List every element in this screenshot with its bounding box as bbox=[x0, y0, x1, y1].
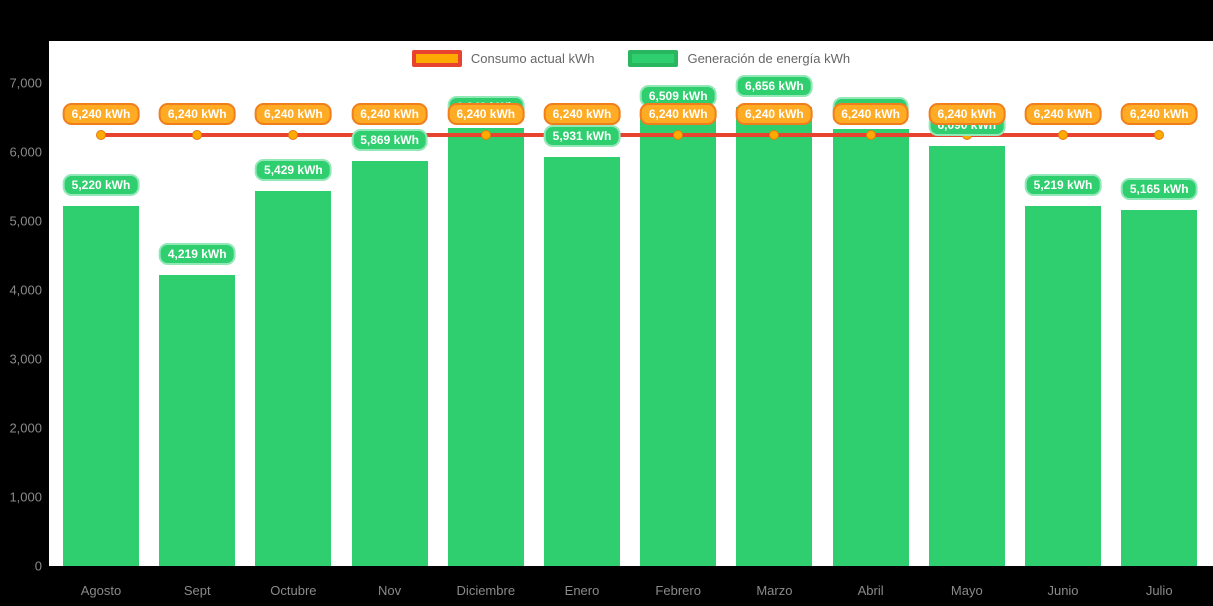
generation-value-label: 5,429 kWh bbox=[255, 159, 332, 182]
generation-value-label: 5,219 kWh bbox=[1024, 173, 1102, 196]
generation-value-label: 5,220 kWh bbox=[62, 173, 140, 196]
x-axis-label: Nov bbox=[378, 583, 402, 598]
generation-value-label: 5,931 kWh bbox=[543, 124, 621, 147]
consumption-value-label: 6,240 kWh bbox=[928, 103, 1006, 126]
x-axis-label: Sept bbox=[183, 583, 211, 598]
consumption-value-label: 6,240 kWh bbox=[158, 103, 236, 126]
consumption-marker bbox=[1154, 130, 1165, 141]
x-axis-label: Octubre bbox=[270, 583, 317, 598]
consumption-marker bbox=[1058, 130, 1068, 141]
generation-value-label: 6,509 kWh bbox=[639, 84, 717, 107]
consumption-value-label: 6,240 kWh bbox=[832, 103, 909, 126]
generation-bar[interactable] bbox=[1025, 205, 1101, 566]
consumption-value-label: 6,240 kWh bbox=[543, 103, 621, 126]
generation-bar[interactable] bbox=[544, 156, 620, 566]
consumption-marker bbox=[96, 130, 106, 141]
legend-item-consumption[interactable]: Consumo actual kWh bbox=[411, 50, 595, 67]
consumption-value-label: 6,240 kWh bbox=[351, 103, 428, 126]
x-axis-label: Agosto bbox=[80, 583, 122, 598]
generation-value-label: 6,656 kWh bbox=[736, 74, 813, 97]
generation-bar[interactable] bbox=[928, 145, 1005, 566]
consumption-value-label: 6,240 kWh bbox=[447, 103, 525, 126]
x-axis-label: Junio bbox=[1047, 583, 1079, 598]
y-axis-label: 1,000 bbox=[9, 489, 42, 505]
y-axis-label: 3,000 bbox=[9, 351, 42, 367]
x-axis-label: Diciembre bbox=[456, 583, 516, 598]
x-axis-label: Julio bbox=[1145, 583, 1173, 598]
consumption-marker bbox=[288, 130, 299, 141]
generation-value-label: 5,165 kWh bbox=[1120, 177, 1198, 200]
generation-bar[interactable] bbox=[447, 127, 524, 566]
y-axis-label: 6,000 bbox=[9, 144, 42, 160]
generation-bar[interactable] bbox=[255, 191, 332, 566]
x-axis-label: Marzo bbox=[756, 583, 793, 598]
generation-bar[interactable] bbox=[736, 106, 813, 566]
consumption-value-label: 6,240 kWh bbox=[1024, 103, 1102, 126]
consumption-marker bbox=[769, 130, 780, 141]
legend-label-generation: Generación de energía kWh bbox=[687, 51, 851, 66]
y-axis-label: 5,000 bbox=[9, 213, 42, 229]
legend-swatch-generation bbox=[628, 50, 679, 67]
consumption-value-label: 6,240 kWh bbox=[1120, 103, 1198, 126]
y-axis-label: 0 bbox=[34, 558, 42, 574]
legend: Consumo actual kWh Generación de energía… bbox=[49, 50, 1213, 67]
consumption-value-label: 6,240 kWh bbox=[736, 103, 813, 126]
y-axis-label: 4,000 bbox=[9, 282, 42, 298]
consumption-marker bbox=[480, 130, 491, 141]
consumption-marker bbox=[865, 130, 876, 141]
consumption-value-label: 6,240 kWh bbox=[639, 103, 717, 126]
consumption-value-label: 6,240 kWh bbox=[62, 103, 140, 126]
generation-bar[interactable] bbox=[1121, 209, 1198, 566]
generation-value-label: 5,869 kWh bbox=[351, 129, 428, 152]
generation-bar[interactable] bbox=[640, 116, 717, 566]
consumption-marker bbox=[192, 130, 203, 141]
x-axis-label: Abril bbox=[857, 583, 884, 598]
consumption-marker bbox=[673, 130, 684, 141]
consumption-line bbox=[101, 133, 1160, 138]
x-axis-label: Enero bbox=[564, 583, 600, 598]
legend-label-consumption: Consumo actual kWh bbox=[470, 51, 595, 66]
generation-bar[interactable] bbox=[832, 129, 909, 566]
generation-bar[interactable] bbox=[159, 274, 236, 566]
y-axis-label: 7,000 bbox=[9, 75, 42, 91]
generation-bar[interactable] bbox=[63, 205, 139, 566]
generation-bar[interactable] bbox=[351, 161, 428, 566]
consumption-value-label: 6,240 kWh bbox=[255, 103, 332, 126]
x-axis-label: Febrero bbox=[655, 583, 701, 598]
generation-value-label: 4,219 kWh bbox=[158, 242, 236, 265]
x-axis-label: Mayo bbox=[950, 583, 983, 598]
legend-swatch-consumption bbox=[411, 50, 462, 67]
legend-item-generation[interactable]: Generación de energía kWh bbox=[628, 50, 850, 67]
y-axis-label: 2,000 bbox=[9, 420, 42, 436]
